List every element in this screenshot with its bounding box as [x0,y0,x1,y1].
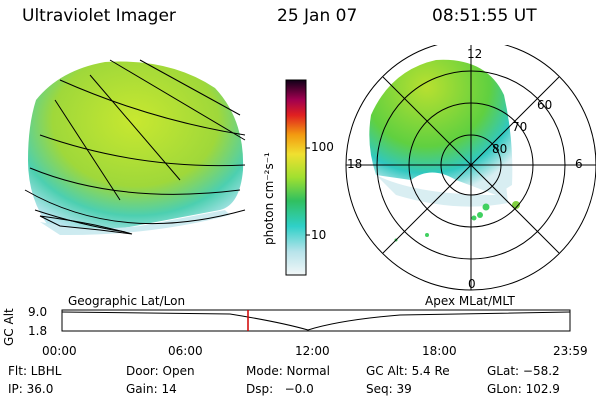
orbit-xtick-2: 12:00 [295,344,330,358]
polar-points [394,201,520,242]
status-gc-alt: GC Alt: 5.4 Re [366,364,450,378]
status-gain: Gain: 14 [126,382,177,396]
status-glat: GLat: −58.2 [487,364,560,378]
status-mode: Mode: Normal [246,364,330,378]
orbit-right-title: Apex MLat/MLT [425,294,515,308]
polar-label-18: 18 [347,157,363,171]
status-filter: Flt: LBHL [8,364,62,378]
polar-lat-70: 70 [512,120,528,134]
status-dsp: Dsp: −0.0 [246,382,314,396]
orbit-ytick-high: 9.0 [28,305,48,319]
status-seq: Seq: 39 [366,382,412,396]
colorbar-unit-label: photon cm⁻²s⁻¹ [262,152,276,245]
orbit-xtick-3: 18:00 [422,344,457,358]
colorbar-tick-10: 10 [311,228,327,242]
orbit-xtick-4: 23:59 [553,344,588,358]
orbit-ytick-low: 1.8 [28,324,48,338]
orbit-xtick-1: 06:00 [168,344,203,358]
polar-plot [345,45,596,291]
orbit-left-title: Geographic Lat/Lon [68,294,186,308]
polar-lat-60: 60 [537,98,553,112]
geographic-image [24,59,246,236]
status-ip: IP: 36.0 [8,382,54,396]
earth-disk-emission [28,61,244,231]
polar-emission [369,59,513,195]
orbit-xtick-0: 00:00 [42,344,77,358]
time-label: 08:51:55 UT [432,6,537,26]
polar-label-6: 6 [575,157,583,171]
status-door: Door: Open [126,364,195,378]
colorbar [285,79,310,276]
orbit-plot [61,309,571,332]
latlon-grid [24,59,246,233]
colorbar-tick-100: 100 [311,140,334,154]
date-label: 25 Jan 07 [277,6,358,26]
instrument-title: Ultraviolet Imager [22,6,176,26]
polar-label-0: 0 [468,277,476,291]
orbit-altitude-curve [61,311,571,331]
polar-grid [345,45,596,291]
status-glon: GLon: 102.9 [487,382,560,396]
coastline [39,215,133,235]
polar-label-12: 12 [467,47,483,61]
polar-lat-80: 80 [492,142,508,156]
orbit-ylabel: GC Alt [2,308,16,346]
